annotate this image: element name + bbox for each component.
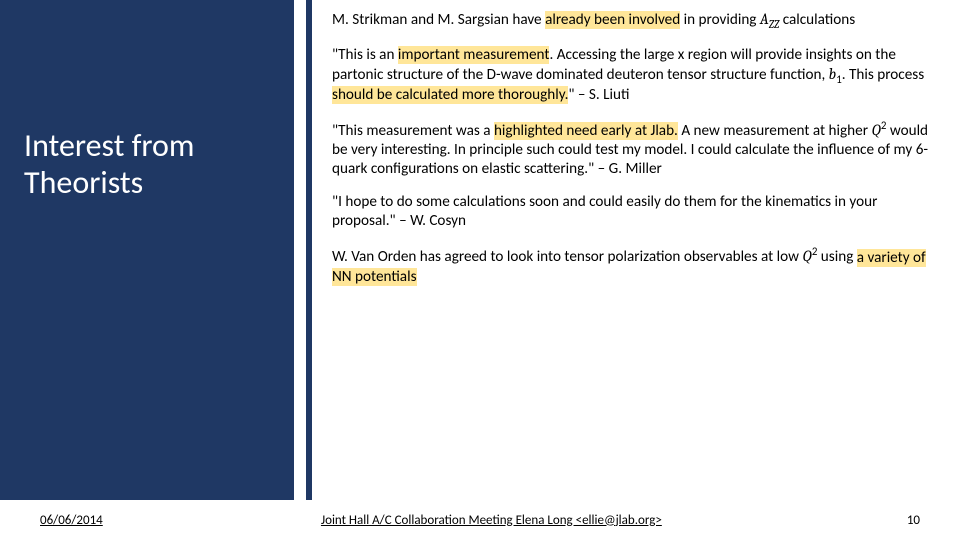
highlighted-text: important measurement [398,46,550,64]
sidebar: Interest from Theorists [0,0,300,500]
slide-title: Interest from Theorists [24,128,194,202]
sidebar-right-stripe [294,0,300,500]
text-run: "This measurement was a [332,122,494,140]
text-run: in providing [680,11,760,29]
footer-date: 06/06/2014 [40,513,103,528]
body-content: M. Strikman and M. Sargsian have already… [332,10,942,301]
highlighted-text: highlighted need early at Jlab. [494,122,678,140]
math-symbol: A [760,10,769,28]
text-run: M. Strikman and M. Sargsian have [332,11,545,29]
bullet-paragraph: M. Strikman and M. Sargsian have already… [332,10,942,32]
sidebar-outer-stripe [306,0,312,500]
text-run: using [817,249,856,267]
text-run: "I hope to do some calculations soon and… [332,193,877,230]
footer: 06/06/2014 Joint Hall A/C Collaboration … [0,500,960,540]
bullet-paragraph: "I hope to do some calculations soon and… [332,193,942,231]
text-run: A new measurement at higher [678,122,872,140]
title-line-1: Interest from [24,126,194,165]
bullet-paragraph: W. Van Orden has agreed to look into ten… [332,245,942,286]
math-symbol: ZZ [769,18,780,31]
text-run: . This process [842,66,924,84]
highlighted-text: already been involved [545,11,680,29]
text-run: W. Van Orden has agreed to look into ten… [332,249,802,267]
footer-center: Joint Hall A/C Collaboration Meeting Ele… [103,513,880,528]
title-line-2: Theorists [24,163,143,202]
bullet-paragraph: "This is an important measurement. Acces… [332,46,942,106]
highlighted-text: should be calculated more thoroughly. [332,86,568,104]
text-run: "This is an [332,46,398,64]
math-symbol: Q [802,248,811,266]
text-run: calculations [779,11,855,29]
math-symbol: Q [871,121,880,139]
text-run: " – S. Liuti [568,86,629,104]
footer-page-number: 10 [880,513,920,528]
bullet-paragraph: "This measurement was a highlighted need… [332,119,942,179]
